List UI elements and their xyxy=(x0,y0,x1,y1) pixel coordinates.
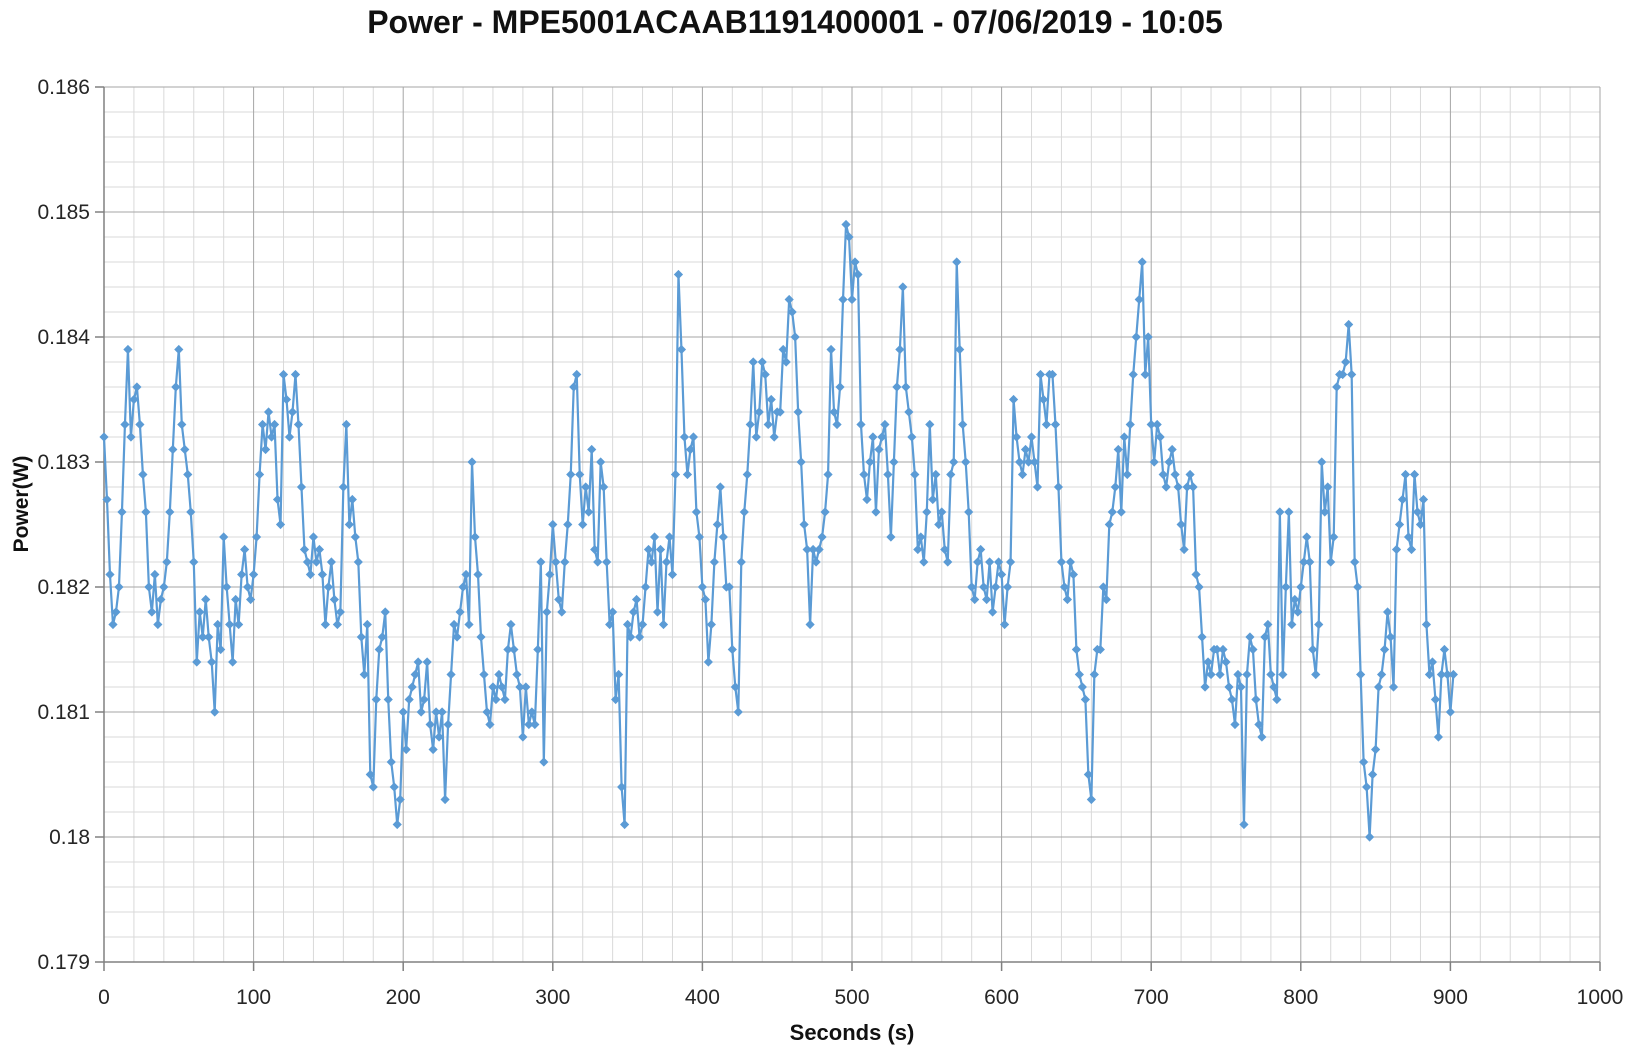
x-tick-label: 500 xyxy=(834,986,869,1009)
series-line xyxy=(102,223,1455,839)
x-tick-label: 300 xyxy=(535,986,570,1009)
y-tick-label: 0.182 xyxy=(37,576,90,599)
x-tick-label: 700 xyxy=(1134,986,1169,1009)
y-tick-label: 0.181 xyxy=(37,701,90,724)
y-tick-label: 0.18 xyxy=(49,826,90,849)
y-axis-title: Power(W) xyxy=(10,455,33,553)
x-tick-label: 900 xyxy=(1433,986,1468,1009)
x-tick-label: 600 xyxy=(984,986,1019,1009)
x-tick-label: 400 xyxy=(685,986,720,1009)
x-tick-label: 0 xyxy=(98,986,110,1009)
axis-ticks xyxy=(95,86,1601,971)
y-tick-label: 0.186 xyxy=(37,76,90,99)
x-tick-label: 800 xyxy=(1283,986,1318,1009)
x-tick-label: 1000 xyxy=(1577,986,1624,1009)
chart-title: Power - MPE5001ACAAB1191400001 - 07/06/2… xyxy=(367,4,1223,40)
y-tick-label: 0.183 xyxy=(37,451,90,474)
axis-lines xyxy=(103,87,1600,963)
major-gridlines xyxy=(103,86,1601,963)
y-tick-label: 0.184 xyxy=(37,326,90,349)
x-tick-label: 100 xyxy=(236,986,271,1009)
y-tick-label: 0.185 xyxy=(37,201,90,224)
x-axis-title: Seconds (s) xyxy=(789,1020,915,1045)
x-tick-label: 200 xyxy=(386,986,421,1009)
y-tick-label: 0.179 xyxy=(37,951,90,974)
